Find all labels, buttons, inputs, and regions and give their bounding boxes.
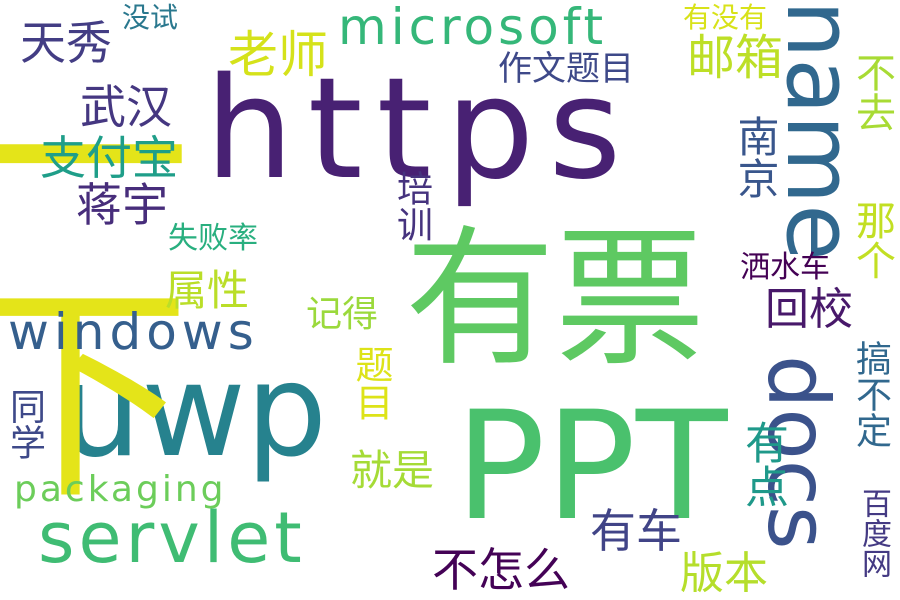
word-youche: 有车	[590, 504, 682, 558]
word-sashuiche: 洒水车	[740, 250, 830, 285]
word-shuxing: 属性	[165, 266, 250, 315]
word-huixiao: 回校	[765, 284, 853, 335]
word-https: https	[205, 48, 636, 211]
word-tianxiu: 天秀	[20, 16, 112, 70]
word-timu: 题目	[349, 345, 393, 421]
word-buzenme: 不怎么	[432, 543, 570, 597]
word-laoshi: 老师	[228, 26, 328, 84]
word-peixun: 培训	[391, 170, 432, 242]
word-tongxue: 同学	[4, 388, 45, 460]
word-jiushi: 就是	[350, 446, 435, 495]
word-zuowen: 作文题目	[498, 49, 634, 89]
word-servlet: servlet	[38, 497, 306, 579]
word-ppt: PPT	[455, 380, 728, 554]
word-buqu: 不去	[849, 52, 895, 132]
word-banben: 版本	[680, 548, 768, 599]
word-nage: 那个	[849, 200, 895, 280]
word-jide: 记得	[306, 294, 379, 335]
word-baiduwang: 百度网	[856, 488, 891, 578]
word-microsoft: microsoft	[338, 0, 608, 56]
word-gaobuding: 搞不定	[850, 340, 891, 448]
word-packaging: packaging	[14, 469, 227, 510]
word-meishi: 没试	[122, 1, 179, 34]
word-uwp: uwp	[60, 337, 328, 486]
word-shibailv: 失败率	[168, 221, 258, 256]
word-youxiang: 邮箱	[687, 30, 784, 86]
word-youmeiyou: 有没有	[683, 1, 768, 34]
word-youdian: 有点	[737, 420, 788, 508]
word-zhifubao: 支付宝	[40, 131, 178, 185]
word-jiangyu: 蒋宇	[76, 178, 168, 232]
word-windows: windows	[8, 303, 259, 361]
word-nanjing: 南京	[731, 115, 780, 199]
word-youpiao: 有票	[405, 213, 706, 387]
word-wuhan: 武汉	[80, 80, 172, 134]
